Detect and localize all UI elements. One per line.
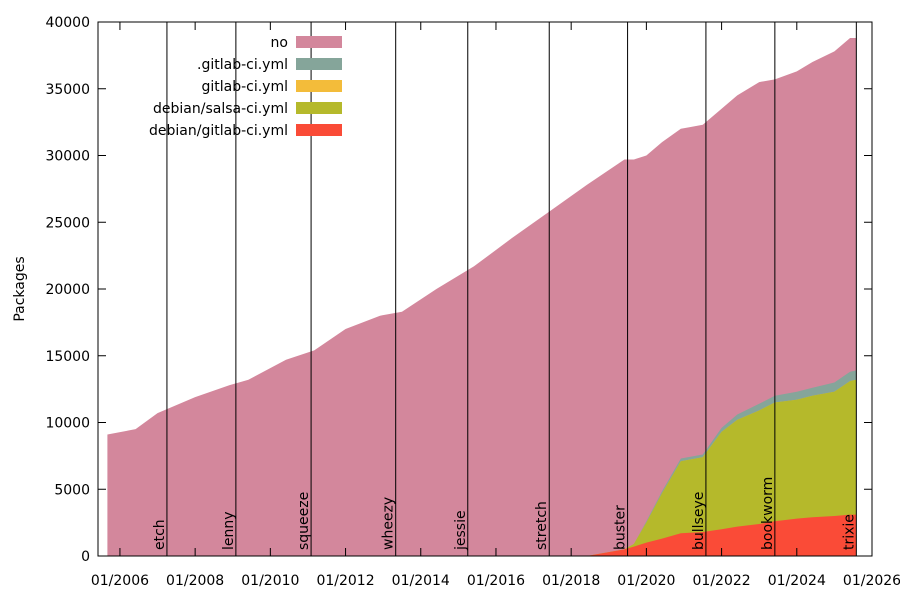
y-tick-label: 0 xyxy=(81,549,90,565)
x-tick-label: 01/2018 xyxy=(542,573,600,589)
legend-swatch xyxy=(296,36,342,48)
legend-label: gitlab-ci.yml xyxy=(201,79,288,95)
x-tick-label: 01/2008 xyxy=(166,573,224,589)
y-tick-label: 30000 xyxy=(45,149,90,165)
legend-label: debian/salsa-ci.yml xyxy=(153,101,288,117)
legend-swatch xyxy=(296,124,342,136)
release-label-bookworm: bookworm xyxy=(760,477,776,550)
release-label-lenny: lenny xyxy=(221,511,237,550)
y-axis: 0 5000 10000 15000 20000 25000 30000 35000 40000 xyxy=(45,15,872,565)
release-label-bullseye: bullseye xyxy=(691,492,707,550)
y-tick-label: 35000 xyxy=(45,82,90,98)
y-tick-label: 40000 xyxy=(45,15,90,31)
x-tick-label: 01/2014 xyxy=(392,573,450,589)
release-markers: etch lenny squeeze wheezy jessie stretch buste… xyxy=(152,22,857,556)
y-tick-label: 10000 xyxy=(45,416,90,432)
y-tick-label: 25000 xyxy=(45,215,90,231)
x-tick-label: 01/2012 xyxy=(316,573,374,589)
x-tick-label: 01/2020 xyxy=(617,573,675,589)
area-layers xyxy=(107,38,857,556)
x-axis: 01/2006 01/2008 01/2010 01/2012 01/2014 01/20… xyxy=(91,22,900,589)
x-tick-label: 01/2010 xyxy=(241,573,299,589)
release-label-squeeze: squeeze xyxy=(296,492,312,550)
x-tick-label: 01/2024 xyxy=(768,573,826,589)
release-label-etch: etch xyxy=(152,519,168,550)
legend-label: .gitlab-ci.yml xyxy=(197,57,288,73)
legend-swatch xyxy=(296,80,342,92)
y-tick-label: 15000 xyxy=(45,349,90,365)
release-label-buster: buster xyxy=(613,505,629,550)
legend-label: debian/gitlab-ci.yml xyxy=(149,123,288,139)
area-debian-salsa-ci-yml xyxy=(107,379,857,556)
y-axis-title: Packages xyxy=(12,256,28,321)
area-debian-gitlab-ci-yml xyxy=(107,514,857,556)
x-tick-label: 01/2026 xyxy=(843,573,900,589)
release-label-wheezy: wheezy xyxy=(381,497,397,550)
legend-swatch xyxy=(296,58,342,70)
legend-label: no xyxy=(271,35,288,51)
legend-swatch xyxy=(296,102,342,114)
y-tick-label: 20000 xyxy=(45,282,90,298)
release-label-stretch: stretch xyxy=(534,501,550,550)
release-label-jessie: jessie xyxy=(453,510,469,551)
release-label-trixie: trixie xyxy=(841,514,857,550)
x-tick-label: 01/2006 xyxy=(91,573,149,589)
x-tick-label: 01/2022 xyxy=(693,573,751,589)
y-tick-label: 5000 xyxy=(54,482,90,498)
x-tick-label: 01/2016 xyxy=(467,573,525,589)
area-no xyxy=(107,38,857,556)
legend: no .gitlab-ci.yml gitlab-ci.yml debian/sals… xyxy=(149,35,342,139)
